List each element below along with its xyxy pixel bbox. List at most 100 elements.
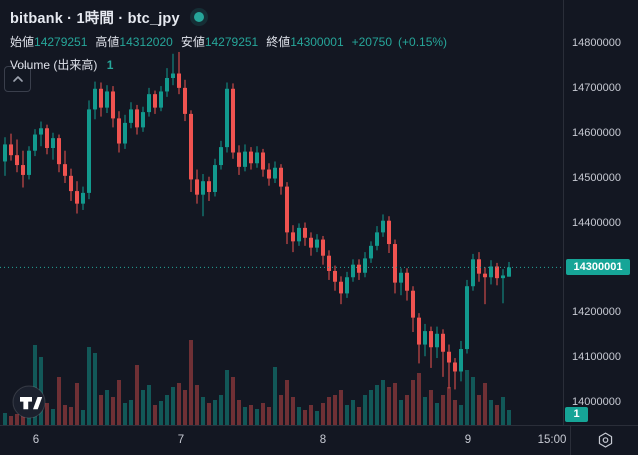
candle-element [501,275,505,279]
candle-element [69,407,73,425]
candle-element [63,405,67,425]
candle-element [321,239,325,256]
candle-element [117,380,121,425]
candle-element [21,411,25,425]
price-axis[interactable]: 14800000 14700000 14600000 14500000 14400000… [563,0,638,425]
candle-element [57,377,61,425]
time-tick-label: 7 [177,434,185,446]
candle-element [39,128,43,135]
candle-element [69,175,73,192]
candle-element [321,403,325,425]
candle-element [51,409,55,425]
candle-element [201,397,205,425]
candle-element [435,333,439,348]
candle-element [75,383,79,425]
candle-element [165,395,169,425]
candle-element [243,407,247,425]
time-axis[interactable]: 6 7 8 9 15:00 [0,425,638,455]
pane-collapse-button[interactable] [4,66,31,92]
close-label: 終値 [266,35,291,49]
candle-element [417,317,421,345]
candle-element [33,345,37,425]
candle-element [213,400,217,425]
candle-element [27,150,31,175]
candle-element [411,380,415,425]
price-tick-label: 14600000 [572,126,621,139]
candle-element [202,174,204,217]
symbol-title[interactable]: bitbank · 1時間 · btc_jpy [10,10,180,27]
candle-element [9,416,13,425]
candle-element [45,403,49,425]
candle-element [123,403,127,425]
candle-element [3,413,7,425]
candle-element [9,144,13,156]
candle-element [178,51,180,95]
candle-element [465,370,469,425]
candle-element [291,397,295,425]
candle-element [15,414,19,425]
candle-element [327,397,331,425]
candle-element [3,144,7,162]
candle-element [429,390,433,425]
candle-element [172,53,174,86]
candle-element [237,152,241,167]
candle-element [153,94,157,108]
candle-element [471,377,475,425]
candle-element [453,362,457,372]
candle-element [351,264,355,278]
volume-legend-row: Volume (出来高) 1 [10,56,453,73]
candle-element [249,405,253,425]
candle-element [87,109,91,193]
candle-element [219,147,223,166]
candle-element [153,405,157,425]
candle-element [465,286,469,350]
candle-element [399,272,403,283]
price-tick-label: 14700000 [572,81,621,94]
price-tick-label: 14500000 [572,171,621,184]
candle-element [405,272,409,291]
connection-status-dot-icon [193,12,204,22]
time-tick-label: 8 [319,434,327,446]
change-value: +20750 [351,34,393,49]
candle-element [315,411,319,425]
candlestick-chart[interactable] [0,0,563,425]
candle-element [393,383,397,425]
candle-element [159,401,163,425]
axis-settings-button[interactable] [570,426,638,455]
candle-element [63,164,67,176]
candle-element [423,331,427,345]
price-tick-label: 14400000 [572,216,621,229]
tradingview-logo[interactable] [12,385,46,419]
candle-element [195,179,199,195]
candle-element [453,400,457,425]
candle-element [507,267,511,277]
candle-element [454,358,456,390]
candle-element [477,395,481,425]
candle-element [123,122,127,144]
candle-element [303,410,307,425]
candle-element [279,167,283,187]
chart-legend: bitbank · 1時間 · btc_jpy 始値14279251 高値143… [10,6,453,73]
candle-element [363,258,367,273]
candle-element [135,365,139,425]
candle-element [483,273,487,278]
candle-element [171,73,175,79]
candle-element [459,405,463,425]
candle-element [405,395,409,425]
candle-element [195,385,199,425]
candle-element [495,266,499,279]
candle-element [303,227,307,238]
candle-element [351,400,355,425]
candle-element [207,181,211,192]
candle-element [141,390,145,425]
candle-element [477,259,481,274]
open-label: 始値 [10,35,35,49]
volume-value: 1 [106,58,114,72]
candle-element [177,73,181,88]
candle-element [111,91,115,119]
candle-element [309,237,313,248]
candle-element [309,405,313,425]
candle-element [147,385,151,425]
candle-element [129,109,133,123]
candle-element [279,395,283,425]
